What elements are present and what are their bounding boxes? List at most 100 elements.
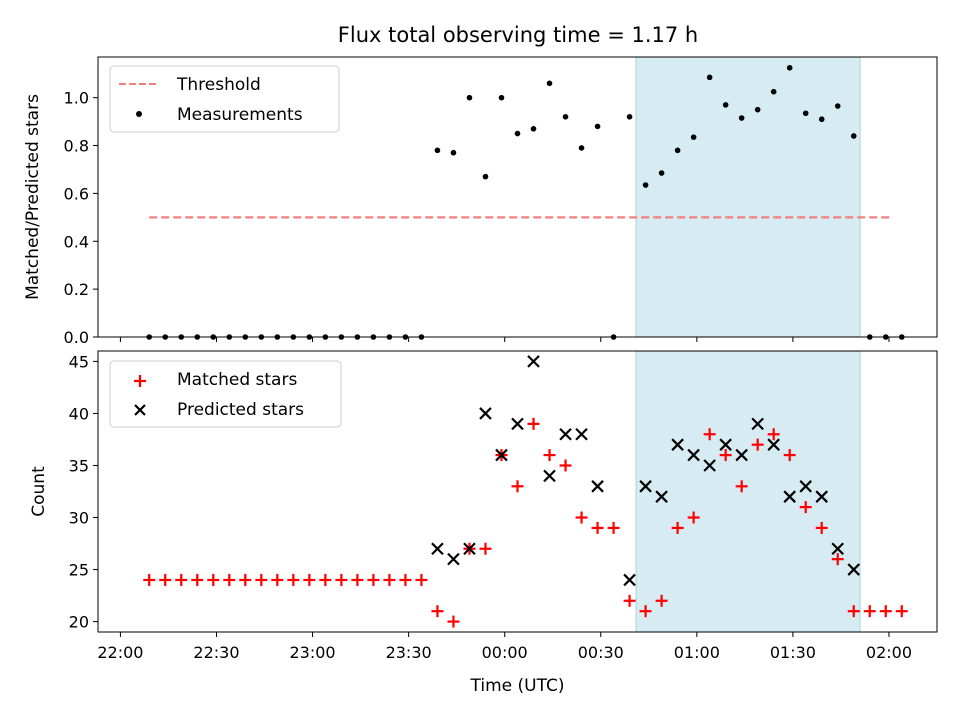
measurement-point [674,147,681,154]
matched-point [815,521,828,534]
matched-point [239,573,252,586]
predicted-point [575,427,588,441]
matched-point [335,573,348,586]
predicted-point [671,438,684,451]
x-tick-label: 00:30 [578,643,624,662]
measurement-point [706,74,713,81]
predicted-point [463,542,476,556]
predicted-point [431,542,444,556]
y-tick-label: 0.2 [64,280,89,299]
chart-title: Flux total observing time = 1.17 h [338,23,698,47]
y-tick-label: 1.0 [64,89,89,108]
matched-point [399,573,412,586]
ratio-legend: Threshold Measurements [109,65,340,133]
predicted-point [479,407,492,420]
predicted-point [559,427,572,441]
matched-point [559,459,572,472]
ratio-y-ticks: 0.0 0.2 0.4 0.6 0.8 1.0 [64,89,98,347]
matched-point [303,573,316,586]
matched-point [415,573,428,586]
matched-point [719,449,732,462]
ratio-x-ticks [119,337,890,342]
predicted-point [703,459,716,472]
predicted-point [767,438,780,451]
y-tick-label: 0.0 [64,328,89,347]
matched-point [607,521,620,534]
y-tick-label: 35 [69,456,89,475]
legend-predicted-swatch [134,404,146,416]
matched-point [703,428,716,441]
matched-point [431,605,444,618]
measurement-point [562,114,569,120]
matched-point [847,605,860,618]
x-tick-label: 23:30 [386,643,432,662]
y-tick-label: 0.4 [64,232,89,251]
measurement-point [754,106,761,113]
x-axis-label: Time (UTC) [470,676,565,696]
matched-point [591,521,604,534]
predicted-point [799,480,812,493]
predicted-point [735,448,748,462]
y-tick-label: 0.6 [64,184,89,203]
predicted-point [591,480,604,493]
measurement-point [482,173,489,180]
x-tick-label: 22:00 [97,643,143,662]
measurement-point [530,125,537,132]
count-x-ticks: 22:00 22:30 23:00 23:30 00:00 00:30 01:00 01:30… [97,632,912,662]
x-tick-label: 02:00 [866,643,912,662]
matched-point [255,573,268,586]
matched-point [895,605,908,618]
matched-point [687,511,700,524]
predicted-point [751,417,764,431]
matched-point [735,480,748,493]
ratio-marks [146,64,905,340]
predicted-point [623,573,636,587]
matched-point [447,615,460,628]
matched-point [143,573,156,586]
count-y-ticks: 20 25 30 35 40 45 [69,352,98,632]
predicted-point [719,438,732,451]
measurement-point [578,145,585,151]
legend-matched-label: Matched stars [177,370,297,390]
predicted-point [447,552,460,566]
x-tick-label: 22:30 [193,643,239,662]
predicted-point [527,355,540,368]
measurement-point [722,102,729,108]
legend-threshold-label: Threshold [176,75,261,95]
matched-point [159,573,172,586]
matched-point [639,605,652,618]
measurement-point [498,94,505,101]
count-plot-frame [97,350,938,633]
measurement-point [850,133,857,139]
x-tick-label: 01:30 [770,643,816,662]
x-tick-label: 00:00 [482,643,528,662]
x-tick-label: 01:00 [674,643,720,662]
x-tick-label: 23:00 [289,643,335,662]
y-tick-label: 20 [69,613,89,632]
matched-point [319,573,332,586]
legend-measurement-label: Measurements [177,105,303,125]
legend-matched-swatch [134,375,146,387]
matched-point [575,511,588,524]
measurement-point [450,149,457,156]
matched-point [783,449,796,462]
measurement-point [546,80,553,87]
matched-point [831,553,844,566]
matched-point [655,594,668,607]
ratio-plot-frame [97,56,938,338]
matched-point [479,542,492,555]
ratio-legend-box [109,65,340,133]
matched-point [191,573,204,586]
matched-point [351,573,364,586]
count-y-axis-label: Count [29,466,49,517]
predicted-point [847,563,861,576]
measurement-point [642,182,649,188]
count-panel: 20 25 30 35 40 45 22:00 22:30 23:00 23:30 00:00 00… [29,350,938,696]
matched-point [207,573,220,586]
ratio-panel: 0.0 0.2 0.4 0.6 0.8 1.0 Matched/Predicted sta… [23,56,938,347]
measurement-point [658,170,665,176]
matched-point [287,573,300,586]
predicted-point [831,542,845,556]
measurement-point [786,64,793,71]
